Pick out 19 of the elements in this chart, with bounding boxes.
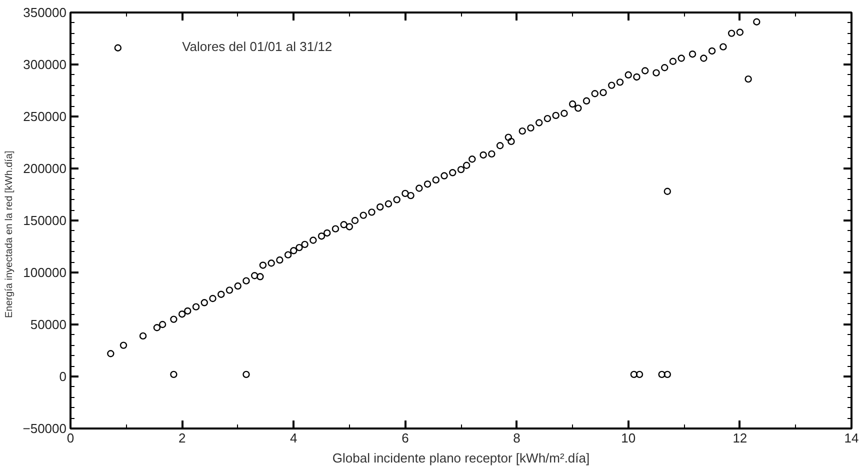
y-tick-label: 350000: [23, 5, 67, 20]
y-tick-label: 0: [59, 369, 67, 384]
x-tick-label: 12: [732, 430, 748, 446]
annotation: Valores del 01/01 al 31/12: [182, 39, 332, 54]
y-tick-label: 250000: [23, 109, 67, 124]
y-tick-label: −50000: [22, 421, 67, 436]
y-tick-label: 50000: [30, 317, 67, 332]
y-tick-label: 100000: [23, 265, 67, 280]
x-tick-label: 10: [621, 430, 636, 446]
y-tick-label: 200000: [23, 161, 67, 176]
x-tick-label: 4: [290, 430, 298, 446]
y-tick-label: 300000: [23, 57, 67, 72]
y-axis-title: Energía inyectada en la red [kWh.día]: [4, 150, 15, 318]
x-tick-label: 2: [178, 430, 186, 446]
x-tick-label: 6: [402, 430, 409, 446]
y-tick-label: 150000: [23, 213, 67, 228]
x-axis-title: Global incidente plano receptor [kWh/m².día]: [332, 450, 590, 466]
x-tick-label: 14: [844, 430, 859, 446]
x-tick-label: 8: [513, 430, 520, 446]
